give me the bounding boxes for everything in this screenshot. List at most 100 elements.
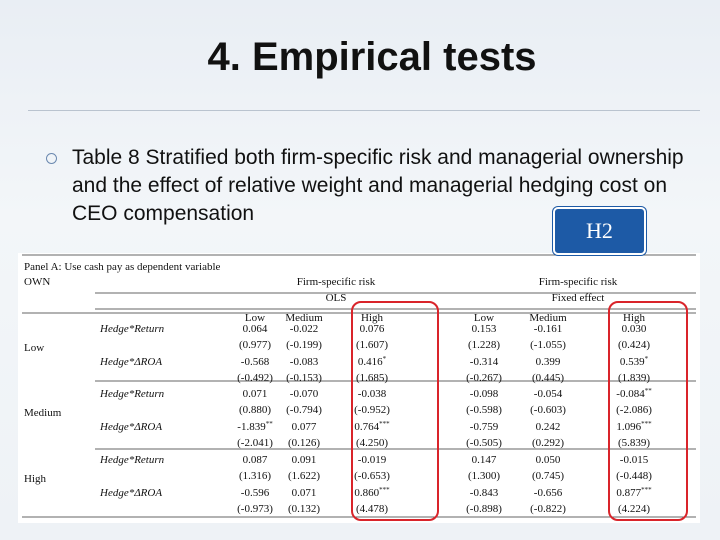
coefficient-cell: 0.071 (243, 388, 268, 400)
coefficient-cell: 1.096*** (616, 420, 652, 433)
t-stat-cell: (-2.041) (237, 437, 273, 449)
slide-title: 4. Empirical tests (207, 35, 537, 79)
coefficient-cell: 0.153 (472, 323, 497, 335)
t-stat-cell: (1.607) (356, 339, 388, 351)
t-stat-cell: (-0.199) (286, 339, 322, 351)
title-divider (28, 110, 700, 111)
t-stat-cell: (0.292) (532, 437, 564, 449)
coefficient-cell: 0.539* (620, 355, 649, 368)
coefficient-cell: 0.416* (358, 355, 387, 368)
t-stat-cell: (-0.653) (354, 470, 390, 482)
t-stat-cell: (0.445) (532, 372, 564, 384)
t-stat-cell: (0.132) (288, 503, 320, 515)
variable-label: Hedge*ΔROA (99, 487, 162, 499)
coefficient-cell: -1.839** (237, 420, 273, 433)
group-method: OLS (326, 292, 347, 304)
coefficient-cell: 0.087 (243, 454, 268, 466)
t-stat-cell: (-0.492) (237, 372, 273, 384)
coefficient-cell: 0.091 (292, 454, 317, 466)
coefficient-cell: -0.314 (470, 356, 499, 368)
t-stat-cell: (1.228) (468, 339, 500, 351)
t-stat-cell: (-0.603) (530, 404, 566, 416)
t-stat-cell: (-0.448) (616, 470, 652, 482)
t-stat-cell: (0.880) (239, 404, 271, 416)
column-header: Medium (285, 312, 323, 324)
t-stat-cell: (0.126) (288, 437, 320, 449)
column-header: Low (245, 312, 265, 324)
t-stat-cell: (4.478) (356, 503, 388, 515)
t-stat-cell: (-0.794) (286, 404, 322, 416)
group-method: Fixed effect (552, 292, 605, 304)
coefficient-cell: 0.076 (360, 323, 385, 335)
variable-label: Hedge*Return (99, 323, 165, 335)
own-level-label: High (24, 473, 47, 485)
coefficient-cell: -0.161 (534, 323, 562, 335)
t-stat-cell: (0.977) (239, 339, 271, 351)
t-stat-cell: (-0.822) (530, 503, 566, 515)
coefficient-cell: 0.242 (536, 421, 561, 433)
coefficient-cell: 0.860*** (354, 486, 390, 499)
coefficient-cell: -0.568 (241, 356, 270, 368)
t-stat-cell: (4.250) (356, 437, 388, 449)
coefficient-cell: 0.071 (292, 487, 317, 499)
row-header-own: OWN (24, 276, 50, 288)
coefficient-cell: -0.084** (616, 387, 652, 400)
variable-label: Hedge*Return (99, 388, 165, 400)
coefficient-cell: -0.098 (470, 388, 499, 400)
coefficient-cell: 0.077 (292, 421, 317, 433)
group-title: Firm-specific risk (539, 276, 618, 288)
t-stat-cell: (4.224) (618, 503, 650, 515)
coefficient-cell: 0.050 (536, 454, 561, 466)
coefficient-cell: -0.038 (358, 388, 387, 400)
t-stat-cell: (0.745) (532, 470, 564, 482)
column-header: Medium (529, 312, 567, 324)
coefficient-cell: -0.656 (534, 487, 563, 499)
t-stat-cell: (1.300) (468, 470, 500, 482)
variable-label: Hedge*ΔROA (99, 421, 162, 433)
t-stat-cell: (-1.055) (530, 339, 566, 351)
column-header: Low (474, 312, 494, 324)
highlight-box-ols-high (351, 301, 439, 521)
coefficient-cell: -0.759 (470, 421, 499, 433)
coefficient-cell: -0.596 (241, 487, 270, 499)
t-stat-cell: (1.316) (239, 470, 271, 482)
t-stat-cell: (-0.505) (466, 437, 502, 449)
column-header: High (623, 312, 646, 324)
variable-label: Hedge*Return (99, 454, 165, 466)
column-header: High (361, 312, 384, 324)
bullet-ring-icon (46, 153, 57, 164)
t-stat-cell: (-0.267) (466, 372, 502, 384)
own-level-label: Medium (24, 407, 62, 419)
h2-badge: H2 (553, 207, 646, 255)
coefficient-cell: -0.019 (358, 454, 387, 466)
coefficient-cell: -0.070 (290, 388, 319, 400)
coefficient-cell: 0.399 (536, 356, 561, 368)
coefficient-cell: 0.764*** (354, 420, 390, 433)
coefficient-cell: -0.022 (290, 323, 318, 335)
group-title: Firm-specific risk (297, 276, 376, 288)
bullet-text: Table 8 Stratified both firm-specific ri… (72, 146, 684, 225)
t-stat-cell: (1.839) (618, 372, 650, 384)
coefficient-cell: 0.147 (472, 454, 497, 466)
t-stat-cell: (-0.598) (466, 404, 502, 416)
coefficient-cell: -0.054 (534, 388, 563, 400)
coefficient-cell: 0.030 (622, 323, 647, 335)
coefficient-cell: -0.015 (620, 454, 649, 466)
coefficient-cell: 0.877*** (616, 486, 652, 499)
coefficient-cell: 0.064 (243, 323, 268, 335)
t-stat-cell: (-0.898) (466, 503, 502, 515)
t-stat-cell: (-2.086) (616, 404, 652, 416)
t-stat-cell: (-0.973) (237, 503, 273, 515)
t-stat-cell: (0.424) (618, 339, 650, 351)
t-stat-cell: (1.622) (288, 470, 320, 482)
variable-label: Hedge*ΔROA (99, 356, 162, 368)
panel-title: Panel A: Use cash pay as dependent varia… (24, 261, 221, 273)
coefficient-cell: -0.843 (470, 487, 499, 499)
highlight-box-fe-high (608, 301, 688, 521)
t-stat-cell: (1.685) (356, 372, 388, 384)
t-stat-cell: (-0.153) (286, 372, 322, 384)
own-level-label: Low (24, 342, 44, 354)
results-table-svg: Panel A: Use cash pay as dependent varia… (22, 254, 696, 521)
coefficient-cell: -0.083 (290, 356, 319, 368)
results-table: Panel A: Use cash pay as dependent varia… (18, 253, 700, 523)
